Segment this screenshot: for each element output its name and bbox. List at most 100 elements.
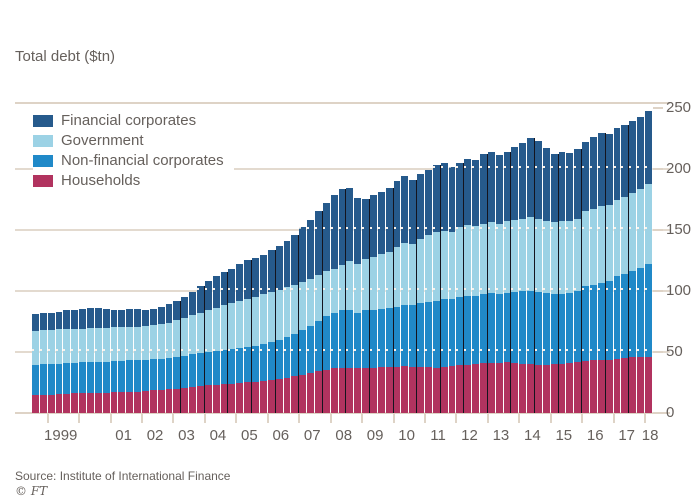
bar-segment xyxy=(613,200,621,277)
bar-quarter xyxy=(511,146,520,414)
bar-segment xyxy=(283,287,291,338)
bar-segment xyxy=(346,261,354,311)
bar-segment xyxy=(464,295,472,365)
bar-segment xyxy=(338,189,346,266)
bar-segment xyxy=(409,366,417,413)
bar-segment xyxy=(118,361,126,393)
bar-quarter xyxy=(346,188,355,413)
bar-segment xyxy=(252,296,259,346)
bar-quarter xyxy=(32,314,40,413)
bar-quarter xyxy=(417,173,425,413)
bar-segment xyxy=(189,386,197,413)
x-axis-tick xyxy=(644,412,647,423)
x-axis-label: 01 xyxy=(115,427,132,444)
bar-segment xyxy=(259,294,267,344)
bar-segment xyxy=(346,310,354,368)
bar-quarter xyxy=(118,310,127,413)
legend-swatch-icon xyxy=(33,114,53,127)
bar-segment xyxy=(32,364,39,396)
bar-segment xyxy=(440,162,448,231)
bar-segment xyxy=(63,394,71,413)
bar-quarter xyxy=(605,134,614,413)
bar-segment xyxy=(582,285,590,362)
legend: Financial corporates Government Non-financ… xyxy=(33,111,234,193)
legend-label: Non-financial corporates xyxy=(61,152,224,169)
bar-segment xyxy=(71,328,79,363)
bar-segment xyxy=(267,250,275,293)
bar-segment xyxy=(637,268,645,357)
x-axis-tick xyxy=(581,412,584,423)
bar-segment xyxy=(39,364,47,395)
bar-quarter xyxy=(362,199,370,413)
bar-quarter xyxy=(495,155,504,413)
bar-quarter xyxy=(165,304,174,413)
bar-segment xyxy=(377,191,385,255)
bar-segment xyxy=(417,303,424,368)
bar-segment xyxy=(212,307,220,351)
bar-segment xyxy=(393,180,401,247)
bar-segment xyxy=(637,356,645,413)
bar-segment xyxy=(142,310,149,327)
bar-segment xyxy=(181,355,189,388)
bar-segment xyxy=(487,362,495,413)
bar-segment xyxy=(79,309,87,329)
bar-segment xyxy=(283,240,291,288)
y-axis-tick xyxy=(653,106,663,109)
bar-segment xyxy=(645,111,652,185)
bar-segment xyxy=(267,342,275,380)
bar-quarter xyxy=(63,310,72,413)
bar-quarter xyxy=(228,268,237,414)
bar-segment xyxy=(47,329,55,365)
source-note: Source: Institute of International Finan… xyxy=(15,469,231,483)
y-axis-label: 200 xyxy=(666,159,692,177)
bar-segment xyxy=(79,393,87,413)
bar-segment xyxy=(228,303,236,350)
bar-segment xyxy=(401,175,409,244)
bar-segment xyxy=(621,273,629,358)
bar-segment xyxy=(157,306,165,324)
bar-segment xyxy=(377,254,385,310)
legend-item: Non-financial corporates xyxy=(33,151,224,170)
bar-segment xyxy=(409,305,417,367)
bar-quarter xyxy=(432,164,441,414)
bar-segment xyxy=(244,260,252,299)
bar-segment xyxy=(503,362,511,413)
bar-segment xyxy=(102,309,110,329)
bar-segment xyxy=(87,361,94,394)
bar-quarter xyxy=(354,197,363,414)
x-axis-label: 05 xyxy=(241,427,258,444)
y-axis-tick xyxy=(653,228,663,231)
x-axis-label: 17 xyxy=(618,427,636,444)
bar-quarter xyxy=(621,124,630,414)
bar-quarter xyxy=(134,309,143,413)
bar-segment xyxy=(87,307,94,329)
bar-segment xyxy=(629,271,637,358)
bar-quarter xyxy=(322,202,331,414)
bar-segment xyxy=(299,227,307,283)
bar-quarter xyxy=(566,152,575,414)
x-axis-tick xyxy=(203,412,206,423)
bar-segment xyxy=(354,263,362,313)
x-axis-label: 02 xyxy=(146,427,164,444)
bar-segment xyxy=(550,294,558,365)
bar-segment xyxy=(47,312,55,330)
bar-segment xyxy=(472,295,479,365)
bar-segment xyxy=(299,375,307,413)
x-axis-tick xyxy=(424,412,427,423)
bar-segment xyxy=(519,218,527,292)
bar-segment xyxy=(307,326,314,374)
bar-segment xyxy=(566,152,574,222)
bar-segment xyxy=(417,173,424,240)
bar-segment xyxy=(645,184,652,264)
bar-segment xyxy=(283,377,291,413)
bar-quarter xyxy=(401,175,410,414)
bar-quarter xyxy=(645,111,653,413)
bar-segment xyxy=(472,226,479,296)
bar-quarter xyxy=(94,307,103,414)
bar-quarter xyxy=(71,310,80,413)
bar-segment xyxy=(204,351,212,386)
bar-segment xyxy=(456,296,464,366)
bar-segment xyxy=(566,221,574,294)
x-axis-label: 09 xyxy=(366,427,384,444)
bar-segment xyxy=(149,309,157,326)
